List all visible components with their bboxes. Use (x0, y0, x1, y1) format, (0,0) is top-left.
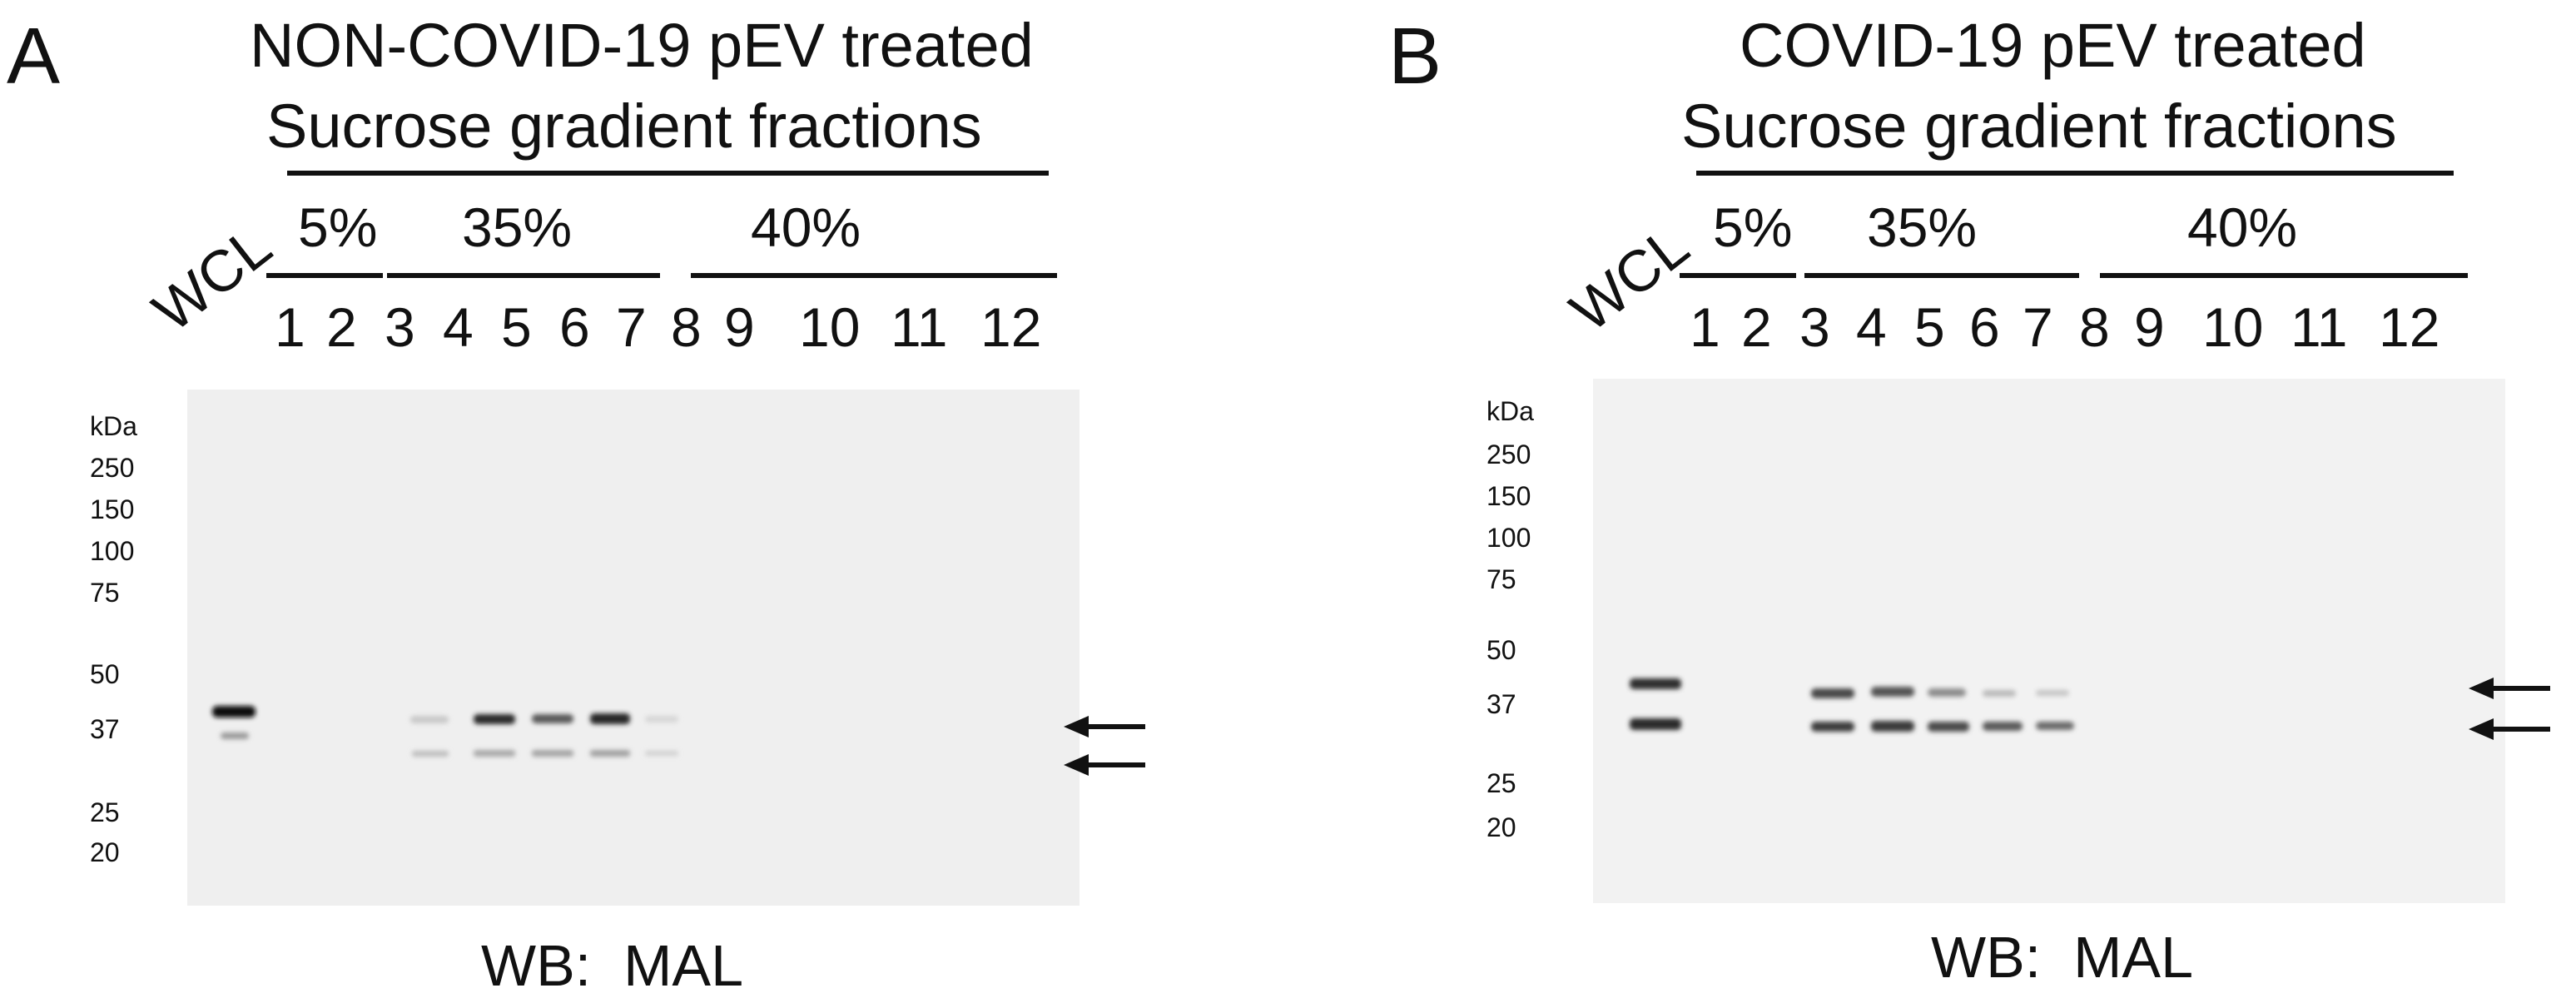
group-label-40pct: 40% (751, 196, 861, 258)
lane-number: 6 (1969, 296, 2000, 358)
lane-number: 8 (671, 296, 702, 358)
panel-b: B COVID-19 pEV treated Sucrose gradient … (1288, 0, 2576, 1008)
lane-number: 9 (724, 296, 755, 358)
lane-number: 5 (1914, 296, 1945, 358)
fractions-underline (287, 171, 1049, 176)
mw-unit-label: kDa (1487, 396, 1534, 426)
mw-marker: 25 (90, 797, 120, 827)
wcl-label: WCL (1558, 212, 1701, 345)
group-line-35pct (1804, 273, 2079, 278)
lane-number: 12 (2379, 296, 2440, 358)
lane-number: 2 (1741, 296, 1772, 358)
upper-band-arrow-icon (1064, 716, 1145, 737)
lane-number: 6 (559, 296, 590, 358)
lane-number: 3 (385, 296, 415, 358)
group-label-5pct: 5% (298, 196, 378, 258)
fractions-underline (1696, 171, 2454, 176)
mw-marker: 75 (1487, 564, 1516, 594)
panel-a: A NON-COVID-19 pEV treated Sucrose gradi… (7, 11, 1145, 998)
mw-marker: 25 (1487, 768, 1516, 798)
lane-number: 8 (2079, 296, 2110, 358)
lane-number: 11 (2291, 296, 2348, 358)
wb-footer-label: WB: MAL (1931, 925, 2194, 990)
panel-letter: B (1388, 12, 1442, 101)
group-label-40pct: 40% (2187, 196, 2298, 258)
group-line-40pct (2100, 273, 2468, 278)
panel-letter: A (7, 12, 61, 101)
lane-number: 11 (891, 296, 948, 358)
panel-subtitle: Sucrose gradient fractions (266, 92, 982, 161)
mw-marker: 50 (1487, 635, 1516, 665)
upper-band-arrow-icon (2469, 678, 2550, 699)
mw-marker: 50 (90, 659, 120, 689)
mw-marker: 20 (90, 837, 120, 867)
wcl-label: WCL (141, 212, 284, 345)
panel-subtitle: Sucrose gradient fractions (1681, 92, 2397, 161)
lane-number: 12 (980, 296, 1042, 358)
group-line-40pct (691, 273, 1057, 278)
western-blot-image (187, 390, 1080, 906)
lower-band-arrow-icon (2469, 718, 2550, 740)
group-line-5pct (1680, 273, 1796, 278)
lane-number: 9 (2134, 296, 2165, 358)
mw-marker: 250 (90, 453, 135, 483)
lower-band-arrow-icon (1064, 754, 1145, 776)
group-line-5pct (266, 273, 383, 278)
lane-number: 5 (501, 296, 532, 358)
wb-footer-label: WB: MAL (481, 933, 744, 998)
lane-number: 2 (326, 296, 357, 358)
lane-number: 7 (616, 296, 647, 358)
mw-marker: 150 (90, 494, 135, 524)
panel-title: NON-COVID-19 pEV treated (250, 11, 1034, 80)
lane-number: 10 (2202, 296, 2264, 358)
lane-number: 4 (443, 296, 474, 358)
mw-marker: 20 (1487, 812, 1516, 842)
mw-marker: 75 (90, 578, 120, 608)
mw-unit-label: kDa (90, 411, 137, 441)
mw-marker: 250 (1487, 439, 1531, 469)
panel-title: COVID-19 pEV treated (1740, 11, 2366, 80)
group-line-35pct (387, 273, 660, 278)
mw-marker: 37 (90, 714, 120, 744)
mw-marker: 150 (1487, 481, 1531, 511)
group-label-5pct: 5% (1713, 196, 1793, 258)
lane-number: 7 (2023, 296, 2053, 358)
western-blot-image (1593, 379, 2505, 903)
mw-marker: 100 (1487, 523, 1531, 553)
mw-marker: 100 (90, 536, 135, 566)
lane-number: 1 (275, 296, 305, 358)
group-label-35pct: 35% (462, 196, 573, 258)
lane-number: 10 (799, 296, 861, 358)
group-label-35pct: 35% (1867, 196, 1978, 258)
lane-number: 3 (1799, 296, 1830, 358)
mw-marker: 37 (1487, 689, 1516, 719)
lane-number: 4 (1856, 296, 1887, 358)
lane-number: 1 (1690, 296, 1720, 358)
